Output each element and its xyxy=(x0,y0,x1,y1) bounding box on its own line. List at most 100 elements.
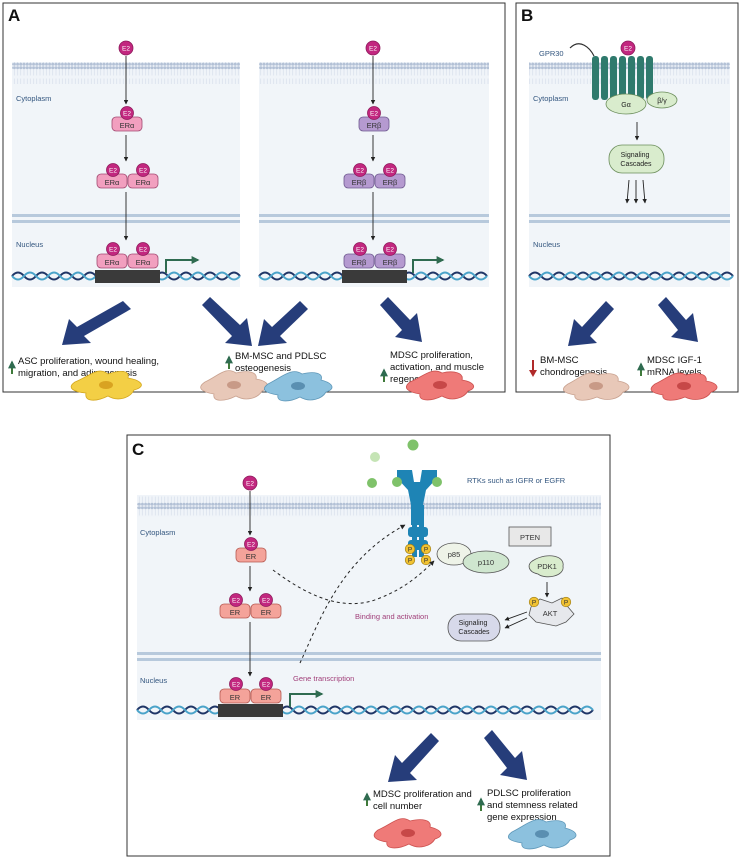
mdsc-cell-icon xyxy=(650,372,718,401)
outcome-osteogenesis: BM-MSC and PDLSC osteogenesis xyxy=(235,351,329,374)
svg-text:Signaling Cascades: Signaling Cascades xyxy=(620,152,652,168)
pdlsc-cell-icon xyxy=(508,819,577,850)
binding-arrow xyxy=(272,560,435,605)
transcription-arrow xyxy=(289,690,324,707)
svg-text:P: P xyxy=(532,600,536,607)
svg-text:ERβ: ERβ xyxy=(383,178,398,187)
rtk-label: RTKs such as IGFR or EGFR xyxy=(467,476,566,485)
svg-text:E2: E2 xyxy=(122,46,130,53)
svg-text:E2: E2 xyxy=(356,168,364,175)
mdsc-cell-icon xyxy=(406,370,475,401)
nucleus-label: Nucleus xyxy=(140,676,167,685)
gpr30-label: GPR30 xyxy=(539,49,564,58)
outcome-asc: ASC proliferation, wound healing, migrat… xyxy=(18,356,162,379)
panel-a: A Cytoplasm Nucleus E2 E2 ERα xyxy=(2,2,506,402)
svg-text:E2: E2 xyxy=(109,168,117,175)
svg-text:ERβ: ERβ xyxy=(352,178,367,187)
svg-text:E2: E2 xyxy=(369,46,377,53)
svg-text:ER: ER xyxy=(230,693,241,702)
svg-text:ERα: ERα xyxy=(136,258,151,267)
svg-text:β/γ: β/γ xyxy=(657,98,667,105)
transcription-dashed-arrow xyxy=(299,524,406,664)
svg-text:E2: E2 xyxy=(262,682,270,689)
svg-text:E2: E2 xyxy=(139,168,147,175)
svg-text:E2: E2 xyxy=(386,247,394,254)
svg-text:E2: E2 xyxy=(232,598,240,605)
svg-text:ER: ER xyxy=(261,608,272,617)
er-dimer-dna: E2 E2 ER ER xyxy=(219,677,282,704)
g-protein: Gα β/γ xyxy=(605,91,678,115)
response-element xyxy=(95,270,160,283)
svg-text:E2: E2 xyxy=(262,598,270,605)
svg-text:p85: p85 xyxy=(448,550,461,559)
svg-text:p110: p110 xyxy=(478,558,494,567)
er-alpha-monomer: E2 ERα xyxy=(111,106,143,132)
growth-factor-ligands xyxy=(367,439,419,488)
panel-b: B Cytoplasm Nucleus GPR30 E2 Gα β/γ xyxy=(515,2,739,401)
e2-ligand: E2 xyxy=(620,40,636,56)
signaling-cascades: Signaling Cascades xyxy=(608,144,665,174)
panel-a-letter: A xyxy=(8,6,20,25)
asc-cell-icon xyxy=(70,370,142,401)
outcome-chondrogenesis: BM-MSC chondrogenesis xyxy=(540,355,607,378)
svg-text:ERα: ERα xyxy=(136,178,151,187)
svg-text:Gα: Gα xyxy=(621,102,631,109)
svg-text:P: P xyxy=(408,547,412,554)
svg-text:E2: E2 xyxy=(232,682,240,689)
er-beta-dimer-dna: E2 E2 ERβ ERβ xyxy=(343,242,406,269)
svg-text:E2: E2 xyxy=(123,111,131,118)
svg-text:ERβ: ERβ xyxy=(352,258,367,267)
svg-text:ERα: ERα xyxy=(105,178,120,187)
panel-c-letter: C xyxy=(132,440,144,459)
svg-text:ER: ER xyxy=(261,693,272,702)
svg-text:E2: E2 xyxy=(109,247,117,254)
e2-ligand: E2 xyxy=(242,475,258,491)
svg-text:ERβ: ERβ xyxy=(383,258,398,267)
svg-text:E2: E2 xyxy=(356,247,364,254)
er-monomer: E2 ER xyxy=(235,537,267,563)
er-alpha-dimer-dna: E2 E2 ERα ERα xyxy=(96,242,159,269)
gene-transcription-label: Gene transcription xyxy=(293,674,354,683)
transcription-arrow xyxy=(165,256,200,273)
svg-text:P: P xyxy=(424,558,428,565)
nucleus-label: Nucleus xyxy=(533,240,560,249)
er-dimer: E2 E2 ER ER xyxy=(219,593,282,619)
svg-text:E2: E2 xyxy=(246,481,254,488)
svg-text:ER: ER xyxy=(246,552,257,561)
svg-text:E2: E2 xyxy=(386,168,394,175)
outcome-mdsc-proliferation: MDSC proliferation and cell number xyxy=(373,789,474,812)
response-element xyxy=(218,704,283,717)
pdlsc-cell-icon xyxy=(264,371,333,402)
binding-label: Binding and activation xyxy=(355,612,428,621)
svg-text:PDK1: PDK1 xyxy=(537,562,557,571)
gpr30-receptor xyxy=(569,43,653,100)
svg-text:E2: E2 xyxy=(624,46,632,53)
svg-text:P: P xyxy=(564,600,568,607)
svg-text:E2: E2 xyxy=(370,111,378,118)
nucleus-label: Nucleus xyxy=(16,240,43,249)
akt: AKT P P xyxy=(528,596,575,627)
svg-text:PTEN: PTEN xyxy=(520,533,540,542)
outcome-arrows xyxy=(568,297,698,346)
pdk1: PDK1 xyxy=(528,555,564,578)
bm-msc-cell-icon xyxy=(562,372,630,401)
bm-msc-cell-icon xyxy=(200,370,269,401)
svg-text:ERβ: ERβ xyxy=(367,121,382,130)
cytoplasm-label: Cytoplasm xyxy=(140,528,175,537)
signaling-cascades: Signaling Cascades xyxy=(447,613,501,642)
e2-ligand: E2 xyxy=(118,40,134,56)
panel-b-letter: B xyxy=(521,6,533,25)
panel-c: C Cytoplasm Nucleus RTKs such as IGFR or… xyxy=(126,434,611,857)
pi3k-p110: p110 xyxy=(462,550,510,574)
svg-text:E2: E2 xyxy=(247,542,255,549)
pten-box: PTEN xyxy=(508,526,552,547)
outcome-arrows xyxy=(388,730,527,782)
svg-text:E2: E2 xyxy=(139,247,147,254)
cytoplasm-label: Cytoplasm xyxy=(533,94,568,103)
mdsc-cell-icon xyxy=(373,818,442,849)
er-beta-monomer: E2 ERβ xyxy=(358,106,390,132)
svg-text:Signaling Cascades: Signaling Cascades xyxy=(458,620,490,636)
outcome-igf1: MDSC IGF-1 mRNA levels xyxy=(647,355,705,378)
outcome-arrows xyxy=(62,297,422,346)
